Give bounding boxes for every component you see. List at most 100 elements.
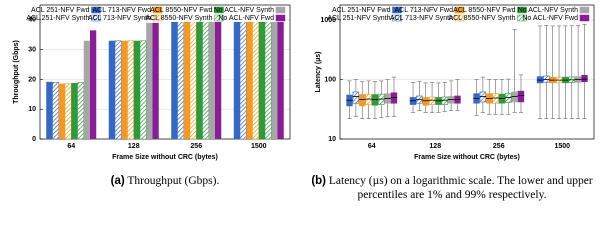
bar — [246, 20, 253, 139]
x-tick-label: 1500 — [251, 143, 267, 150]
legend-bg — [466, 14, 529, 22]
legend-label: ACL 251-NFV Fwd — [31, 7, 90, 14]
y-tick-label: 20 — [28, 76, 36, 83]
bar — [152, 22, 159, 139]
bar — [77, 82, 84, 140]
legend-swatch — [91, 6, 101, 14]
legend-label: No ACL-NFV Synth — [518, 7, 578, 14]
bar — [177, 21, 184, 140]
x-tick-label: 128 — [128, 143, 140, 150]
bar — [46, 81, 53, 139]
box — [422, 97, 429, 106]
bar — [189, 21, 197, 140]
legend-swatch — [275, 6, 286, 14]
bar — [208, 21, 215, 139]
legend-label: ACL 713-NFV Fwd — [93, 7, 152, 14]
bar — [202, 21, 209, 140]
legend-bg — [41, 6, 103, 14]
x-tick-label: 1500 — [554, 143, 570, 150]
legend-label: No ACL-NFV Fwd — [522, 15, 578, 22]
bar — [83, 40, 90, 139]
legend-bg — [528, 14, 591, 22]
caption-a: (a) Throughput (Gbps). — [40, 174, 290, 188]
legend-label: ACL 8550-NFV Fwd — [150, 7, 212, 14]
caption-text: Throughput (Gbps). — [127, 175, 220, 187]
legend-bg — [528, 6, 591, 14]
legend-swatch — [152, 6, 163, 14]
bar — [121, 40, 128, 139]
bar — [71, 83, 78, 139]
plot-frame — [39, 4, 291, 140]
box — [428, 96, 436, 105]
legend-bg — [225, 14, 287, 22]
y-tick-label: 40 — [28, 17, 36, 24]
box — [441, 96, 448, 105]
legend-bg — [41, 14, 103, 22]
legend-swatch — [214, 6, 224, 14]
y-tick-label: 10 — [28, 106, 36, 113]
bar — [215, 21, 222, 139]
bar — [127, 40, 134, 140]
x-tick-label: 64 — [368, 143, 376, 150]
legend-label: ACL 713-NFV Synth — [88, 15, 151, 22]
legend-swatch — [214, 14, 224, 22]
legend-swatch — [152, 14, 163, 22]
bar — [252, 20, 259, 140]
chart: 0 10 20 30 40 Throughput (Gbps) Frame Size wit… — [13, 4, 595, 161]
box — [352, 91, 360, 104]
box — [511, 91, 518, 103]
bar — [64, 83, 72, 140]
box — [581, 75, 588, 83]
legend-bg — [403, 6, 466, 14]
legend-bg — [225, 6, 287, 14]
x-tick-label: 256 — [190, 143, 202, 150]
box — [479, 91, 487, 103]
x-axis-label: Frame Size without CRC (bytes) — [414, 154, 520, 161]
bar — [58, 83, 65, 139]
legend-bg — [102, 14, 164, 22]
caption-label: (a) — [110, 175, 125, 187]
box — [390, 92, 398, 104]
y-tick-label: 100 — [324, 76, 336, 83]
legend-swatch — [517, 14, 527, 22]
box — [492, 93, 499, 104]
plot-frame — [339, 4, 595, 140]
caption-text: Latency (µs) on a logarithmic scale. The… — [328, 175, 593, 201]
x-axis-label: Frame Size without CRC (bytes) — [112, 154, 218, 161]
caption-label: (b) — [311, 175, 326, 187]
bar — [52, 82, 59, 140]
bar — [233, 20, 240, 139]
bar — [264, 20, 272, 140]
y-axis-label: Throughput (Gbps) — [13, 40, 20, 104]
bar — [183, 21, 190, 139]
caption-b: (b) Latency (µs) on a logarithmic scale.… — [306, 174, 598, 202]
legend-label: No ACL-NFV Synth — [214, 7, 274, 14]
legend-swatch — [579, 14, 590, 22]
legend-swatch — [91, 14, 101, 22]
bar — [171, 21, 178, 139]
legend-label: ACL 8550-NFV Synth — [448, 15, 515, 22]
y-tick-label: 10 — [328, 136, 336, 143]
legend-swatch — [275, 14, 286, 22]
legend-bg — [403, 14, 466, 22]
legend-label: ACL 251-NFV Synth — [26, 15, 89, 22]
y-tick-label: 1000 — [320, 17, 336, 24]
x-tick-label: 128 — [429, 143, 441, 150]
x-tick-label: 256 — [493, 143, 505, 150]
bar — [114, 40, 122, 140]
y-tick-label: 30 — [28, 47, 36, 54]
page: 0 10 20 30 40 Throughput (Gbps) Frame Size wit… — [12, 4, 598, 202]
legend-swatch — [517, 6, 527, 14]
bar — [108, 40, 115, 139]
legend-bg — [102, 6, 164, 14]
legend-bg — [164, 6, 226, 14]
bar — [146, 22, 153, 139]
bar — [258, 20, 265, 139]
x-tick-label: 64 — [67, 143, 75, 150]
box — [359, 94, 366, 107]
legend-label: ACL 8550-NFV Fwd — [453, 7, 515, 14]
legend-bg — [466, 6, 529, 14]
legend-bg — [164, 14, 226, 22]
bar — [139, 40, 147, 140]
legend-label: ACL 251-NFV Fwd — [332, 7, 391, 14]
